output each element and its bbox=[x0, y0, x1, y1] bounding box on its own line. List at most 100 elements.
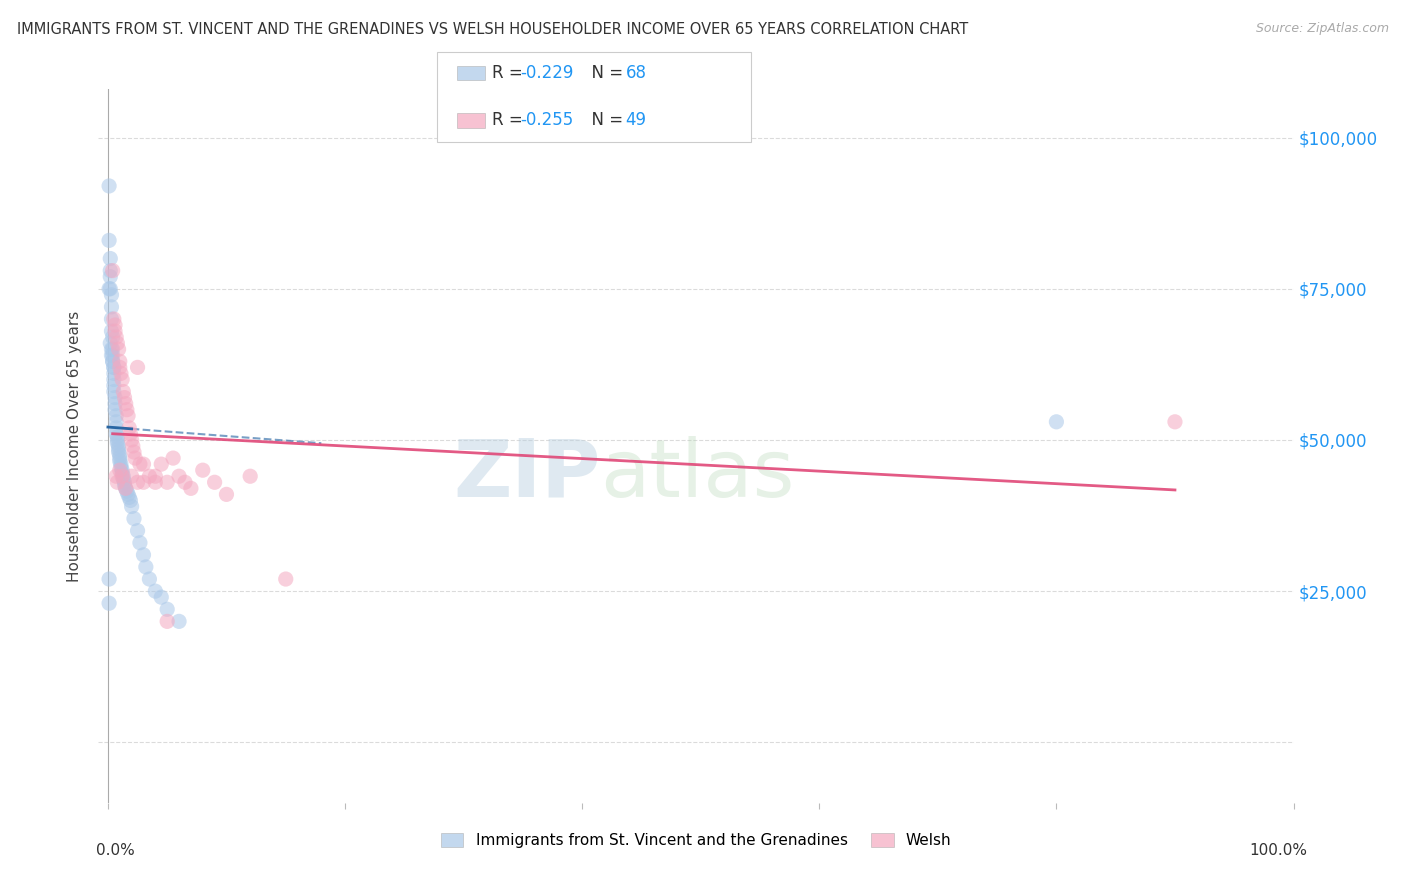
Point bbox=[115, 484, 138, 499]
Point bbox=[105, 469, 128, 483]
Point bbox=[156, 615, 179, 629]
Point bbox=[98, 263, 121, 277]
Point bbox=[127, 475, 149, 490]
Point bbox=[101, 263, 124, 277]
Point bbox=[104, 324, 127, 338]
Point bbox=[107, 439, 129, 453]
Point bbox=[98, 252, 121, 266]
Text: -0.255: -0.255 bbox=[520, 112, 574, 129]
Point bbox=[143, 584, 166, 599]
Point bbox=[111, 469, 134, 483]
Point bbox=[104, 391, 127, 405]
Point bbox=[167, 469, 190, 483]
Point bbox=[129, 535, 152, 549]
Point bbox=[108, 463, 131, 477]
Point bbox=[120, 493, 142, 508]
Point bbox=[105, 409, 128, 423]
Text: 0.0%: 0.0% bbox=[96, 843, 135, 858]
Point bbox=[112, 472, 135, 486]
Point bbox=[110, 457, 132, 471]
Point bbox=[122, 445, 145, 459]
Point bbox=[108, 360, 131, 375]
Point bbox=[105, 430, 128, 444]
Point bbox=[100, 324, 122, 338]
Point bbox=[107, 442, 129, 456]
Point bbox=[191, 463, 214, 477]
Point bbox=[98, 282, 121, 296]
Point bbox=[111, 372, 134, 386]
Point bbox=[101, 354, 124, 368]
Point bbox=[98, 572, 121, 586]
Point bbox=[111, 467, 134, 481]
Text: IMMIGRANTS FROM ST. VINCENT AND THE GRENADINES VS WELSH HOUSEHOLDER INCOME OVER : IMMIGRANTS FROM ST. VINCENT AND THE GREN… bbox=[17, 22, 969, 37]
Point bbox=[132, 475, 155, 490]
Point bbox=[132, 548, 155, 562]
Point bbox=[103, 360, 125, 375]
Text: R =: R = bbox=[492, 64, 529, 82]
Point bbox=[104, 402, 127, 417]
Text: 100.0%: 100.0% bbox=[1250, 843, 1308, 858]
Text: N =: N = bbox=[581, 112, 628, 129]
Point bbox=[105, 421, 128, 435]
Point bbox=[107, 445, 129, 459]
Text: R =: R = bbox=[492, 112, 529, 129]
Point bbox=[108, 451, 131, 466]
Point bbox=[121, 433, 143, 447]
Text: -0.229: -0.229 bbox=[520, 64, 574, 82]
Point bbox=[105, 415, 128, 429]
Point bbox=[156, 602, 179, 616]
Point bbox=[132, 457, 155, 471]
Point bbox=[105, 433, 128, 447]
Text: atlas: atlas bbox=[600, 435, 794, 514]
Point bbox=[117, 409, 139, 423]
Point bbox=[101, 354, 124, 368]
Point bbox=[117, 487, 139, 501]
Point bbox=[98, 233, 121, 247]
Point bbox=[150, 590, 173, 604]
Point bbox=[114, 391, 136, 405]
Point bbox=[105, 475, 128, 490]
Point bbox=[111, 463, 134, 477]
Point bbox=[105, 330, 128, 344]
Point bbox=[98, 269, 121, 284]
Point bbox=[143, 475, 166, 490]
Point bbox=[105, 336, 128, 351]
Point bbox=[274, 572, 297, 586]
Point bbox=[98, 596, 121, 610]
Point bbox=[112, 469, 135, 483]
Point bbox=[174, 475, 197, 490]
Point bbox=[100, 312, 122, 326]
Point bbox=[101, 330, 124, 344]
Point bbox=[100, 300, 122, 314]
Point bbox=[135, 560, 157, 574]
Text: 68: 68 bbox=[626, 64, 647, 82]
Point bbox=[103, 384, 125, 399]
Point bbox=[118, 421, 141, 435]
Point bbox=[118, 491, 141, 505]
Point bbox=[114, 397, 136, 411]
Point bbox=[121, 469, 143, 483]
Text: ZIP: ZIP bbox=[453, 435, 600, 514]
Point bbox=[114, 481, 136, 495]
Point bbox=[108, 354, 131, 368]
Point bbox=[103, 367, 125, 381]
Point bbox=[1045, 415, 1067, 429]
Point bbox=[98, 178, 121, 193]
Point bbox=[103, 372, 125, 386]
Point bbox=[127, 360, 149, 375]
Point bbox=[138, 469, 160, 483]
Point bbox=[215, 487, 238, 501]
Point bbox=[103, 378, 125, 392]
Point bbox=[180, 481, 202, 495]
Point bbox=[121, 439, 143, 453]
Point bbox=[114, 475, 136, 490]
Point bbox=[129, 457, 152, 471]
Point bbox=[115, 402, 138, 417]
Point bbox=[204, 475, 226, 490]
Point bbox=[162, 451, 184, 466]
Point bbox=[127, 524, 149, 538]
Point bbox=[105, 426, 128, 441]
Point bbox=[112, 384, 135, 399]
Point bbox=[110, 460, 132, 475]
Point bbox=[138, 572, 160, 586]
